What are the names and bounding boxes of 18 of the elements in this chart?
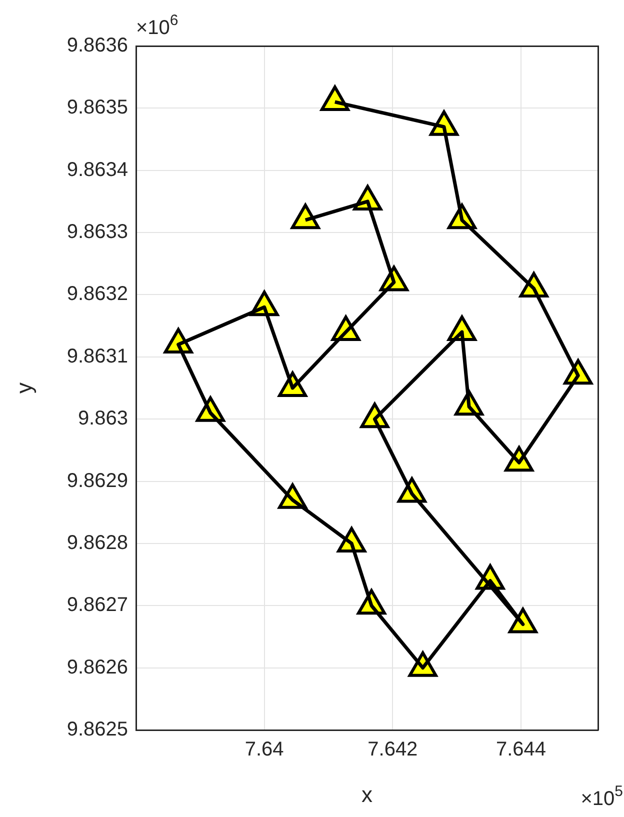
y-tick-label: 9.8627 <box>66 594 128 616</box>
x-tick-label: 7.642 <box>368 738 418 761</box>
x-tick-label: 7.64 <box>244 738 284 761</box>
point <box>290 204 320 230</box>
y-tick-label: 9.8636 <box>66 34 128 57</box>
y-tick-label: 9.8628 <box>66 532 128 554</box>
y-tick-label: 9.8626 <box>66 656 128 678</box>
x-tick-label: 7.644 <box>496 738 546 761</box>
y-tick-label: 9.863 <box>78 408 128 430</box>
y-tick-label: 9.8635 <box>66 96 128 119</box>
y-tick-label: 9.8633 <box>66 221 128 244</box>
y-tick-label: 9.8631 <box>66 345 128 368</box>
y-tick-label: 9.8632 <box>66 283 128 306</box>
x-axis-title: x <box>362 782 372 807</box>
y-tick-label: 9.8629 <box>66 470 128 492</box>
y-tick-label: 9.8634 <box>66 158 128 181</box>
y-tick-label: 9.8625 <box>66 718 128 741</box>
y-axis-title: y <box>11 382 36 394</box>
